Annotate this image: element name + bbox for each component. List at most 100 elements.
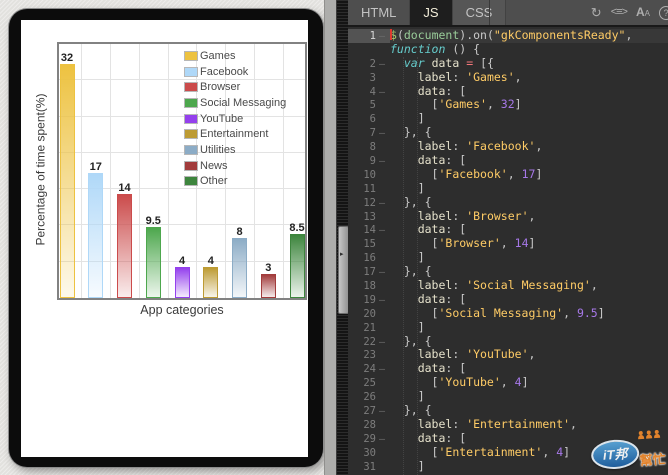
code-row[interactable]: 6 ] [348,111,668,126]
gutter-cell[interactable]: 8 [348,140,390,154]
gutter-cell[interactable]: 26 [348,390,390,404]
code-row[interactable]: 28 label: 'Entertainment', [348,417,668,432]
code-row[interactable]: 30 ['Entertainment', 4] [348,445,668,460]
code-line-text: ] [390,319,425,334]
fold-widget-icon[interactable]: – [378,267,386,279]
gutter-cell[interactable]: 11 [348,182,390,196]
bar-news[interactable] [260,274,276,298]
code-wrap-icon[interactable]: <≡> [610,6,628,18]
fold-widget-icon[interactable]: – [378,225,386,237]
fold-widget-icon[interactable]: – [378,128,386,140]
code-row[interactable]: 3 label: 'Games', [348,70,668,85]
gutter-cell[interactable]: 28 [348,418,390,432]
code-row[interactable]: 13 label: 'Browser', [348,209,668,224]
code-row[interactable]: 8 label: 'Facebook', [348,139,668,154]
fold-widget-icon[interactable]: – [378,364,386,376]
gutter-cell[interactable]: 1– [348,29,390,43]
panel-splitter[interactable]: ▸ [336,0,349,475]
code-row[interactable]: 24– data: [ [348,361,668,376]
gutter-cell[interactable]: 20 [348,307,390,321]
code-row[interactable]: 21 ] [348,319,668,335]
font-size-icon[interactable]: AA [635,5,650,19]
code-row[interactable]: 26 ] [348,389,668,404]
legend-label: News [200,159,228,172]
gutter-cell[interactable]: 21 [348,321,390,335]
gutter-cell[interactable]: 24– [348,362,390,376]
code-row[interactable]: function () { [348,42,668,57]
tab-html[interactable]: HTML [348,0,411,25]
legend-item: Social Messaging [184,95,286,111]
gutter-cell[interactable]: 30 [348,446,390,460]
gutter-cell[interactable]: 3 [348,71,390,85]
bar-youtube[interactable] [174,266,190,298]
fold-widget-icon[interactable]: – [378,58,386,70]
gutter-cell[interactable]: 2– [348,57,390,71]
code-row[interactable]: 25 ['YouTube', 4] [348,375,668,390]
gutter-cell[interactable]: 7– [348,126,390,140]
fold-widget-icon[interactable]: – [378,86,386,98]
fold-widget-icon[interactable]: – [378,406,386,418]
gutter-cell[interactable]: 27– [348,404,390,418]
gutter-cell[interactable]: 6 [348,112,390,126]
gutter-cell[interactable]: 13 [348,210,390,224]
code-row[interactable]: 17– }, { [348,264,668,279]
gutter-cell[interactable]: 31 [348,460,390,474]
gutter-cell[interactable]: 15 [348,237,390,251]
gutter-cell[interactable]: 5 [348,98,390,112]
fold-widget-icon[interactable]: – [378,197,386,209]
gutter-cell[interactable]: 4– [348,85,390,99]
fold-widget-icon[interactable]: – [378,433,386,445]
code-row[interactable]: 16 ] [348,250,668,265]
gutter-cell[interactable]: 14– [348,223,390,237]
gutter-cell[interactable]: 12– [348,196,390,210]
refresh-icon[interactable]: ↻ [590,5,602,20]
code-row[interactable]: 10 ['Facebook', 17] [348,167,668,182]
bar-value-label: 8 [236,225,243,238]
help-icon[interactable]: ? [659,5,668,20]
fold-widget-icon[interactable]: – [378,156,386,168]
bar-utilities[interactable] [232,237,247,298]
tab-css[interactable]: CSS [452,0,507,25]
code-row[interactable]: 18 label: 'Social Messaging', [348,278,668,293]
fold-widget-icon[interactable]: – [378,294,386,306]
gutter-cell[interactable]: 25 [348,376,390,390]
bar-facebook[interactable] [88,172,104,298]
bar-entertainment[interactable] [203,266,219,298]
code-row[interactable]: 29– data: [ [348,431,668,446]
code-row[interactable]: 23 label: 'YouTube', [348,348,668,362]
gutter-cell[interactable]: 29– [348,432,390,446]
code-row[interactable]: 1– $(document).on("gkComponentsReady", [348,28,668,43]
gutter-cell[interactable]: 22– [348,335,390,349]
code-row[interactable]: 7– }, { [348,125,668,140]
code-row[interactable]: 9– data: [ [348,153,668,168]
code-row[interactable]: 15 ['Browser', 14] [348,236,668,251]
code-row[interactable]: 2– var data = [{ [348,56,668,71]
code-row[interactable]: 19– data: [ [348,292,668,307]
bar-browser[interactable] [117,194,132,298]
gutter-cell[interactable]: 18 [348,279,390,293]
bar-games[interactable] [59,63,75,298]
bar-social-messaging[interactable] [145,227,161,298]
code-row[interactable]: 11 ] [348,181,668,196]
gutter-cell[interactable]: 19– [348,293,390,307]
fold-widget-icon[interactable]: – [378,336,386,348]
gutter-cell[interactable] [348,43,390,57]
code-row[interactable]: 22– }, { [348,333,668,349]
code-line-text: }, { [390,333,432,348]
code-row[interactable]: 4– data: [ [348,84,668,99]
gutter-cell[interactable]: 9– [348,154,390,168]
bar-other[interactable] [289,234,305,298]
tab-js[interactable]: JS [410,0,453,25]
code-row[interactable]: 20 ['Social Messaging', 9.5] [348,306,668,321]
gutter-cell[interactable]: 10 [348,168,390,182]
code-row[interactable]: 27– }, { [348,403,668,418]
gutter-cell[interactable]: 23 [348,348,390,362]
code-row[interactable]: 14– data: [ [348,223,668,237]
code-area[interactable]: 1– $(document).on("gkComponentsReady", fun… [348,28,668,475]
code-row[interactable]: 31 ] [348,459,668,474]
gutter-cell[interactable]: 16 [348,251,390,265]
code-row[interactable]: 5 ['Games', 32] [348,98,668,112]
fold-widget-icon[interactable]: – [378,31,386,42]
gutter-cell[interactable]: 17– [348,265,390,279]
code-row[interactable]: 12– }, { [348,195,668,210]
